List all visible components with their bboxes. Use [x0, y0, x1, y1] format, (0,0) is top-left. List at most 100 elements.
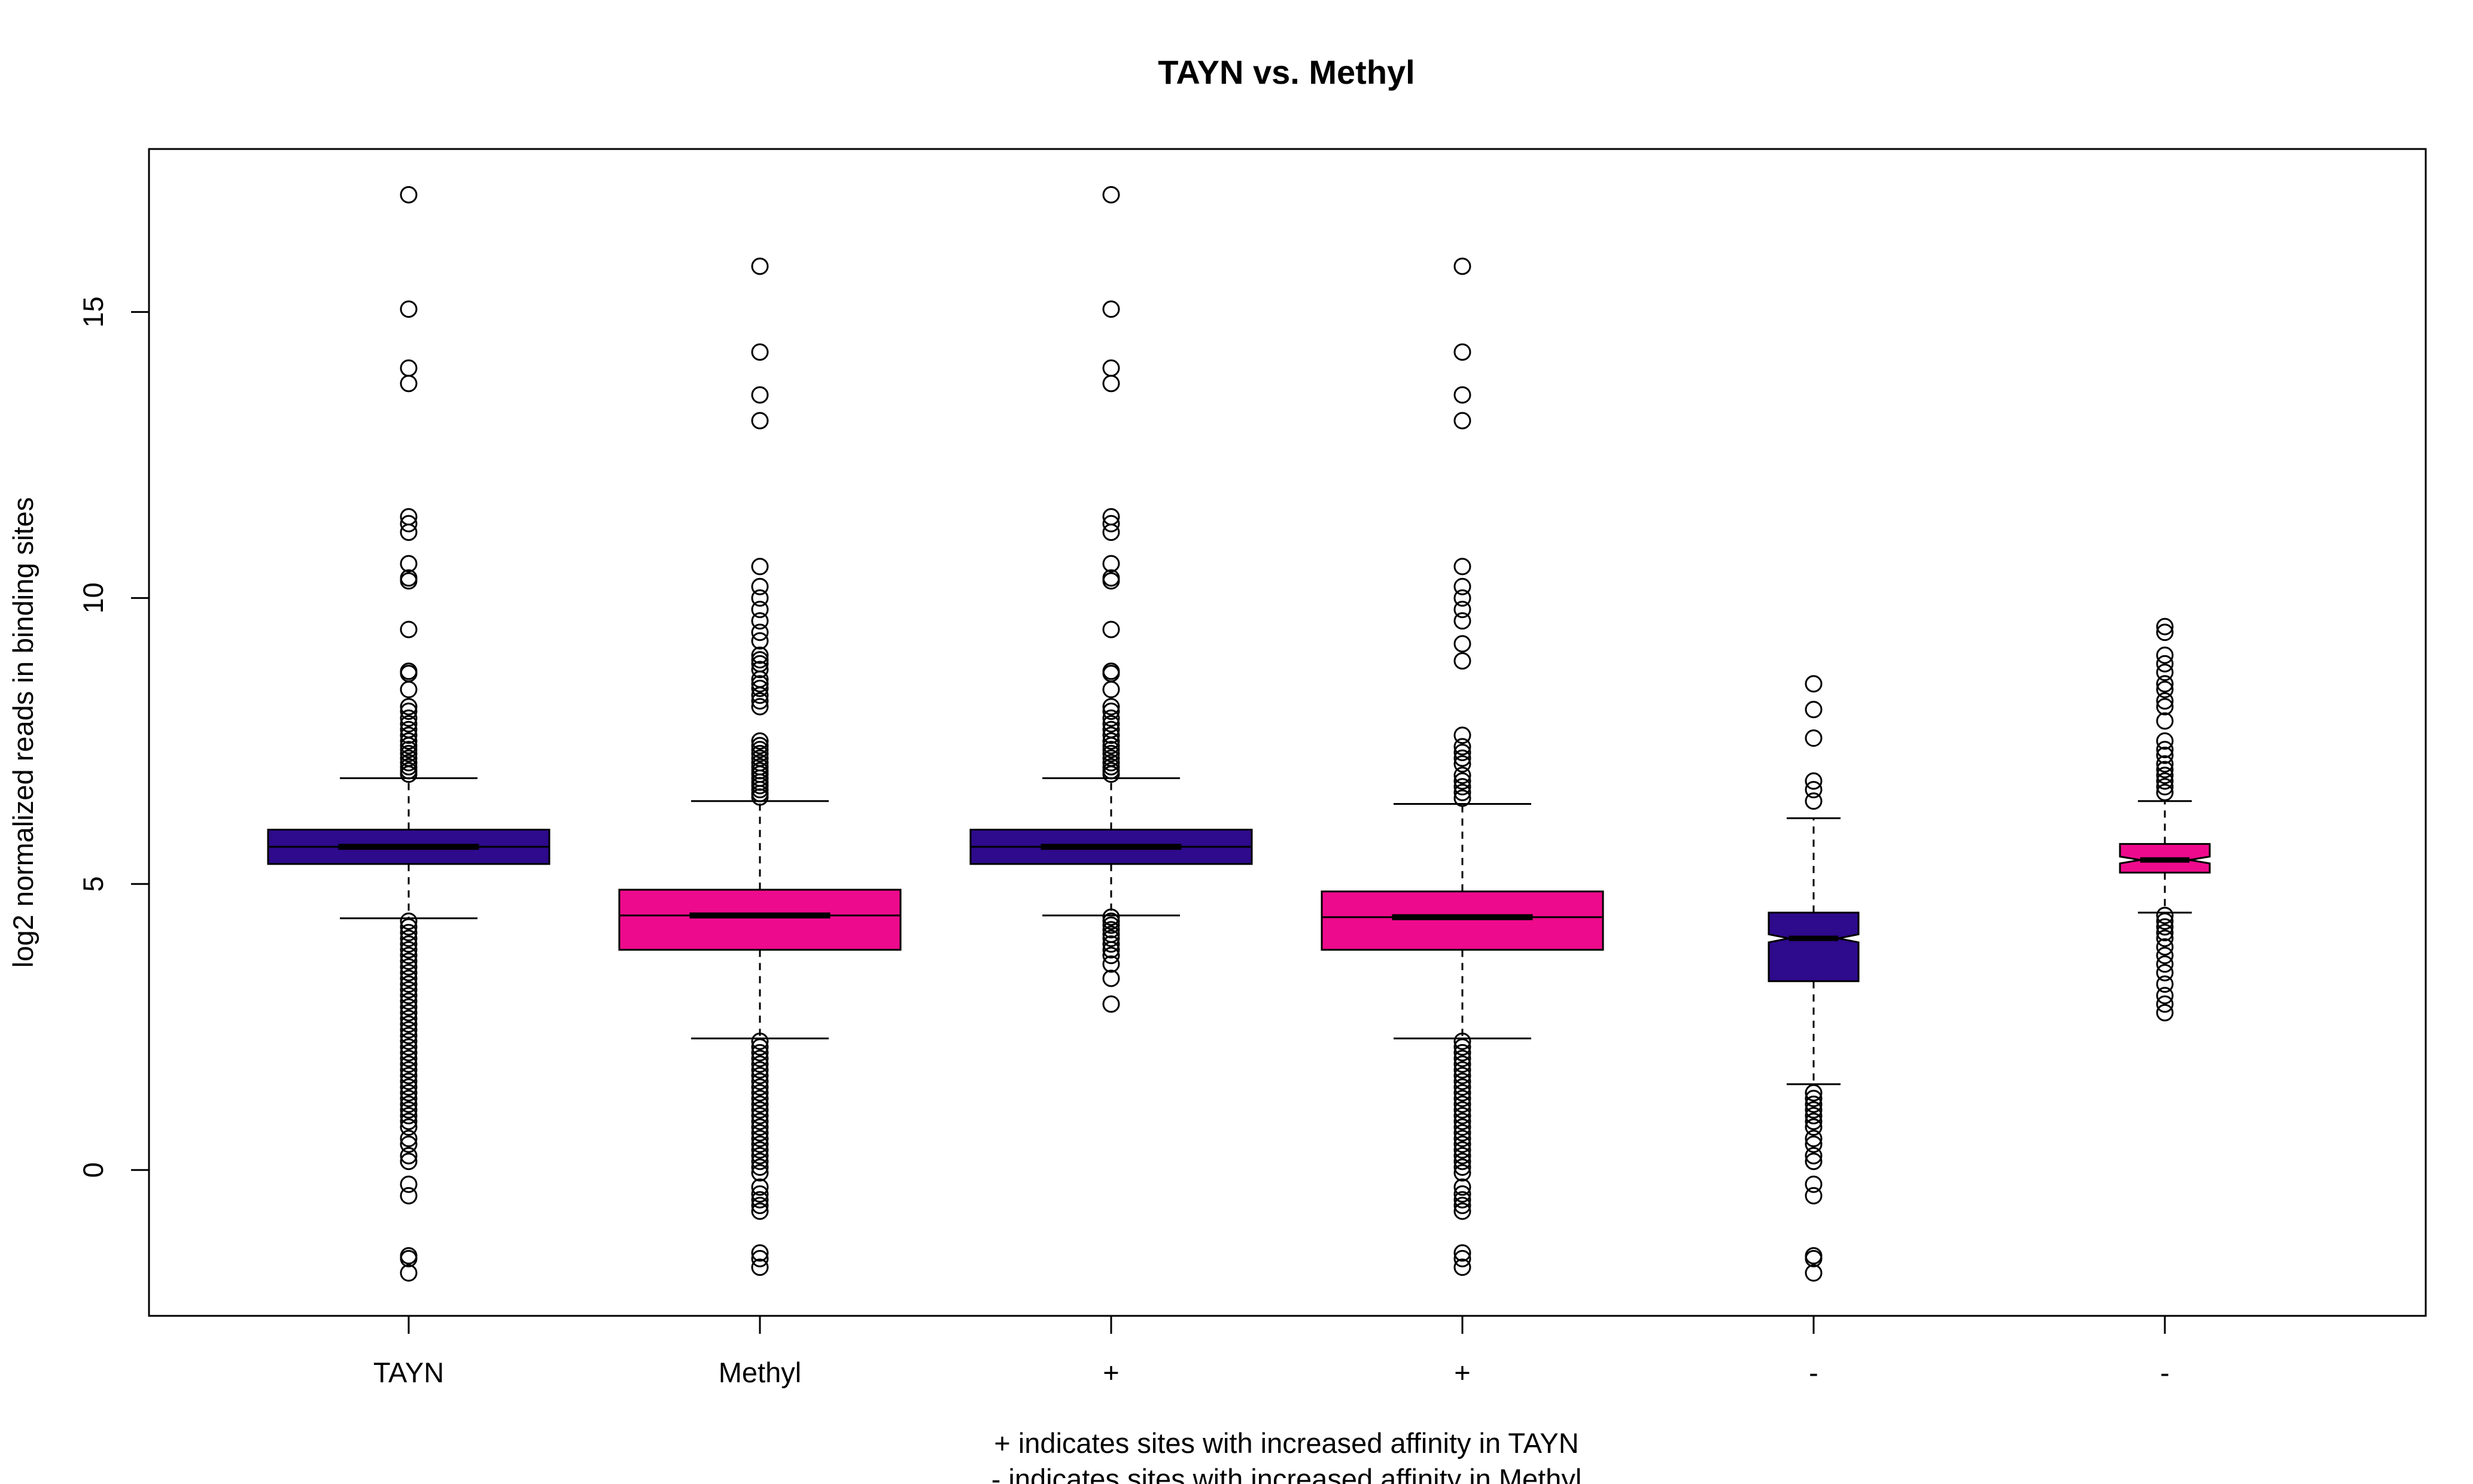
y-axis: 0 5 10 15	[77, 296, 150, 1178]
outlier-point	[1453, 1084, 1471, 1102]
outlier-point	[1453, 386, 1471, 404]
outlier-point	[1805, 1147, 1823, 1164]
outlier-point	[751, 1044, 769, 1062]
chart-title: TAYN vs. Methyl	[1158, 53, 1415, 91]
outlier-point	[1453, 1202, 1471, 1220]
outlier-point	[751, 343, 769, 361]
x-axis: TAYN Methyl + + - -	[373, 1316, 2170, 1388]
outlier-point	[1453, 1118, 1471, 1136]
outlier-point	[1453, 412, 1471, 430]
outlier-point	[2156, 680, 2174, 698]
outlier-point	[1102, 715, 1120, 733]
outlier-point	[2156, 987, 2174, 1005]
x-tick-label: Methyl	[719, 1357, 801, 1388]
outlier-point	[2156, 732, 2174, 750]
outlier-point	[751, 1118, 769, 1136]
outlier-point	[1805, 1101, 1823, 1119]
outlier-point	[400, 698, 418, 716]
outlier-point	[400, 947, 418, 965]
outlier-point	[1453, 652, 1471, 670]
outlier-point	[400, 186, 418, 203]
outlier-point	[400, 935, 418, 953]
outlier-point	[400, 572, 418, 590]
outlier-point	[1102, 737, 1120, 755]
outlier-point	[2156, 929, 2174, 947]
outlier-point	[1102, 709, 1120, 727]
outlier-point	[2156, 761, 2174, 779]
outlier-point	[751, 1244, 769, 1262]
outlier-point	[400, 1249, 418, 1267]
outlier-point	[1102, 908, 1120, 926]
outlier-point	[1102, 921, 1120, 939]
outlier-point	[1805, 1249, 1823, 1267]
outlier-point	[1102, 555, 1120, 573]
x-axis-label-line-2: - indicates sites with increased affinit…	[991, 1463, 1582, 1484]
y-axis-label: log2 normalized reads in binding sites	[7, 497, 39, 968]
outlier-point	[400, 375, 418, 393]
outlier-point	[2156, 618, 2174, 635]
outlier-point	[751, 1112, 769, 1130]
outlier-point	[400, 924, 418, 942]
outlier-point	[400, 1147, 418, 1164]
outlier-point	[400, 952, 418, 970]
outlier-point	[751, 1061, 769, 1079]
outlier-point	[400, 958, 418, 976]
outlier-point	[1805, 1106, 1823, 1124]
outlier-point	[1453, 1101, 1471, 1119]
outlier-point	[2156, 955, 2174, 973]
outlier-point	[400, 515, 418, 533]
outlier-point	[2156, 938, 2174, 956]
outlier-point	[400, 998, 418, 1016]
outlier-point	[400, 1106, 418, 1124]
outlier-point	[1453, 743, 1471, 761]
outlier-point	[2156, 1003, 2174, 1021]
outlier-point	[400, 969, 418, 987]
x-tick-label: +	[1103, 1357, 1119, 1388]
outlier-point	[1453, 1249, 1471, 1267]
outlier-point	[400, 1072, 418, 1090]
outlier-point	[1102, 523, 1120, 541]
outlier-point	[400, 1067, 418, 1085]
outlier-point	[751, 1152, 769, 1170]
outlier-point	[400, 992, 418, 1010]
outlier-point	[400, 1118, 418, 1136]
outlier-point	[1453, 1090, 1471, 1108]
outlier-point	[1453, 1147, 1471, 1164]
outlier-point	[2156, 675, 2174, 693]
outlier-point	[400, 1003, 418, 1021]
outlier-point	[1453, 1152, 1471, 1170]
outlier-point	[400, 1135, 418, 1153]
outlier-point	[1453, 1244, 1471, 1262]
outlier-point	[751, 698, 769, 716]
outlier-point	[751, 1135, 769, 1153]
outlier-point	[1102, 912, 1120, 930]
outlier-point	[1102, 621, 1120, 638]
outlier-point	[1453, 1095, 1471, 1113]
outlier-point	[1102, 929, 1120, 947]
x-tick-label: TAYN	[373, 1357, 444, 1388]
outlier-point	[751, 646, 769, 664]
x-tick-label: -	[2160, 1357, 2170, 1388]
outlier-point	[1453, 1164, 1471, 1182]
outlier-point	[1453, 589, 1471, 607]
outlier-point	[400, 1038, 418, 1056]
outlier-point	[1453, 600, 1471, 618]
outlier-point	[751, 1249, 769, 1267]
outlier-point	[400, 963, 418, 981]
x-tick-label: -	[1809, 1357, 1818, 1388]
outlier-point	[751, 1124, 769, 1142]
outlier-point	[751, 1178, 769, 1196]
outlier-point	[1453, 1078, 1471, 1096]
outlier-point	[400, 1112, 418, 1130]
outlier-point	[1453, 1032, 1471, 1050]
outlier-point	[1805, 1112, 1823, 1130]
outlier-point	[400, 1095, 418, 1113]
outlier-point	[1453, 1141, 1471, 1159]
outlier-point	[1453, 1038, 1471, 1056]
outlier-point	[1805, 1130, 1823, 1148]
outlier-point	[1453, 772, 1471, 790]
outlier-point	[1453, 343, 1471, 361]
outlier-point	[1805, 1135, 1823, 1153]
outlier-point	[1453, 1067, 1471, 1085]
